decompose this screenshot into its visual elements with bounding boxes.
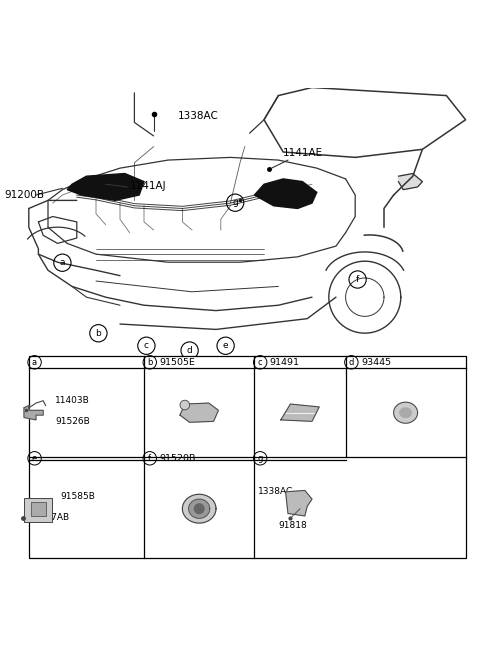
Text: 1338AC: 1338AC bbox=[258, 487, 293, 496]
Polygon shape bbox=[281, 404, 319, 421]
Text: 11403B: 11403B bbox=[55, 396, 90, 405]
Text: 93445: 93445 bbox=[361, 358, 391, 367]
Text: f: f bbox=[356, 275, 359, 284]
FancyBboxPatch shape bbox=[24, 498, 52, 521]
Circle shape bbox=[180, 400, 190, 410]
Polygon shape bbox=[286, 491, 312, 516]
Text: a: a bbox=[32, 358, 37, 367]
Text: d: d bbox=[187, 346, 192, 355]
Text: e: e bbox=[223, 341, 228, 350]
Text: b: b bbox=[96, 329, 101, 338]
Polygon shape bbox=[398, 174, 422, 190]
FancyBboxPatch shape bbox=[31, 502, 46, 516]
Polygon shape bbox=[189, 499, 210, 518]
Text: g: g bbox=[232, 198, 238, 207]
Text: c: c bbox=[144, 341, 149, 350]
Text: c: c bbox=[258, 358, 263, 367]
Text: f: f bbox=[148, 454, 151, 463]
Text: 91818: 91818 bbox=[278, 521, 307, 530]
Text: a: a bbox=[60, 258, 65, 267]
Polygon shape bbox=[400, 408, 411, 417]
Text: 1338AC: 1338AC bbox=[178, 111, 218, 121]
Text: g: g bbox=[257, 454, 263, 463]
Text: 91505E: 91505E bbox=[159, 358, 195, 367]
Text: 1327AB: 1327AB bbox=[35, 513, 70, 522]
Polygon shape bbox=[24, 405, 43, 420]
Text: 91585B: 91585B bbox=[60, 492, 95, 501]
Polygon shape bbox=[180, 403, 218, 422]
Polygon shape bbox=[394, 402, 418, 423]
Bar bbox=[29, 356, 466, 558]
Text: 91491: 91491 bbox=[270, 358, 300, 367]
Polygon shape bbox=[254, 179, 317, 208]
Text: d: d bbox=[348, 358, 354, 367]
Polygon shape bbox=[194, 504, 204, 514]
Polygon shape bbox=[182, 495, 216, 523]
Text: 91520B: 91520B bbox=[159, 454, 196, 463]
Text: b: b bbox=[147, 358, 153, 367]
Text: 91200B: 91200B bbox=[5, 190, 45, 200]
Text: 91526B: 91526B bbox=[55, 417, 90, 426]
Polygon shape bbox=[67, 174, 144, 200]
Text: 1141AJ: 1141AJ bbox=[130, 181, 166, 191]
Text: e: e bbox=[32, 454, 37, 463]
Text: 1141AE: 1141AE bbox=[283, 148, 324, 159]
